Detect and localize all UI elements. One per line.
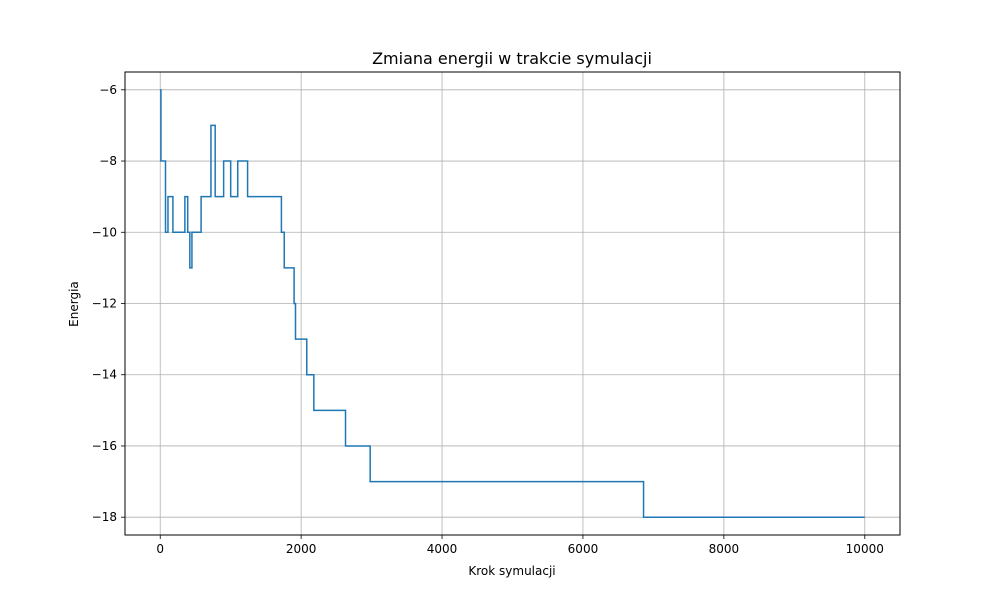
y-tick-label: −10 (92, 225, 117, 239)
x-tick-label: 0 (156, 542, 164, 556)
x-tick-label: 8000 (709, 542, 740, 556)
y-tick-label: −8 (99, 154, 117, 168)
y-axis-ticks: −6 −8 −10 −12 −14 −16 −18 (92, 83, 125, 524)
y-axis-title: Energia (67, 281, 81, 327)
x-tick-label: 10000 (846, 542, 884, 556)
x-tick-label: 4000 (427, 542, 458, 556)
y-tick-label: −6 (99, 83, 117, 97)
y-tick-label: −16 (92, 439, 117, 453)
grid-lines (125, 72, 900, 535)
series-layer (160, 89, 865, 518)
x-axis-title: Krok symulacji (468, 564, 555, 578)
y-tick-label: −18 (92, 510, 117, 524)
energy-series-line (160, 89, 865, 518)
x-axis-ticks: 0 2000 4000 6000 8000 10000 (156, 535, 884, 556)
chart-title: Zmiana energii w trakcie symulacji (372, 49, 652, 68)
x-tick-label: 6000 (568, 542, 599, 556)
y-tick-label: −14 (92, 368, 117, 382)
x-tick-label: 2000 (286, 542, 317, 556)
y-tick-label: −12 (92, 297, 117, 311)
